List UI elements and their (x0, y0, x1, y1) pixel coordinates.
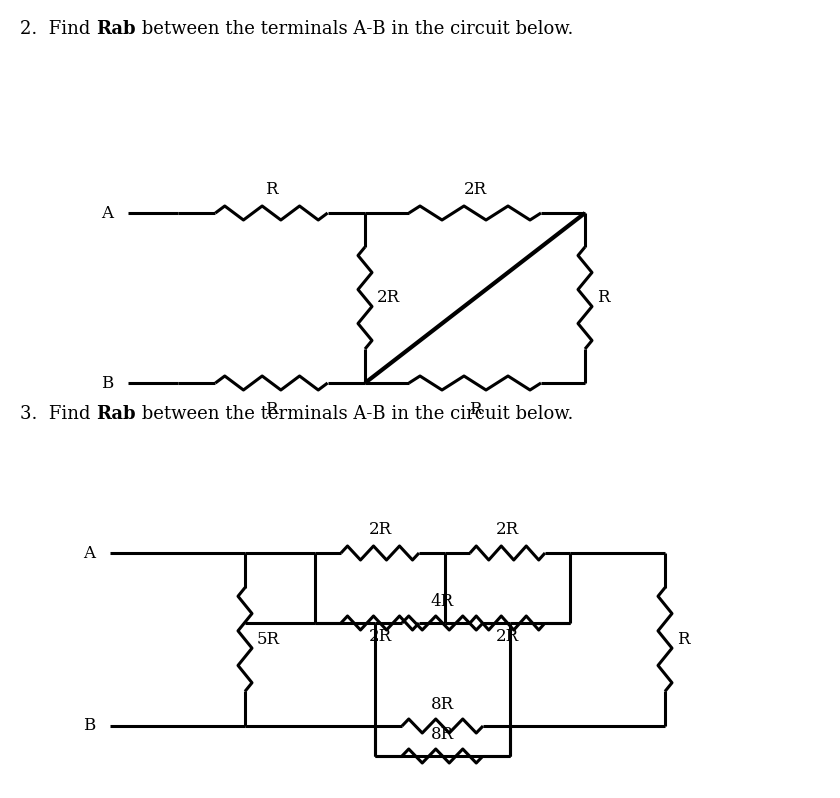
Text: Rab: Rab (96, 20, 136, 38)
Text: 2R: 2R (496, 521, 518, 538)
Text: A: A (101, 204, 113, 222)
Text: Rab: Rab (97, 405, 136, 423)
Text: R: R (265, 401, 277, 418)
Text: 5R: 5R (257, 631, 280, 649)
Text: B: B (101, 374, 113, 392)
Text: A: A (83, 544, 95, 562)
Text: R: R (265, 181, 277, 198)
Text: 2R: 2R (377, 290, 400, 306)
Text: 2R: 2R (464, 181, 486, 198)
Text: 2.  Find: 2. Find (20, 20, 96, 38)
Text: 3.  Find: 3. Find (20, 405, 97, 423)
Text: B: B (83, 717, 95, 734)
Text: R: R (677, 631, 690, 649)
Text: R: R (469, 401, 481, 418)
Text: between the terminals A-B in the circuit below.: between the terminals A-B in the circuit… (136, 20, 573, 38)
Text: 2R: 2R (496, 628, 518, 645)
Text: 8R: 8R (430, 726, 454, 743)
Text: 2R: 2R (369, 628, 391, 645)
Text: 8R: 8R (430, 696, 454, 713)
Text: R: R (597, 290, 610, 306)
Text: 2R: 2R (369, 521, 391, 538)
Text: between the terminals A-B in the circuit below.: between the terminals A-B in the circuit… (136, 405, 573, 423)
Text: 4R: 4R (430, 593, 454, 610)
